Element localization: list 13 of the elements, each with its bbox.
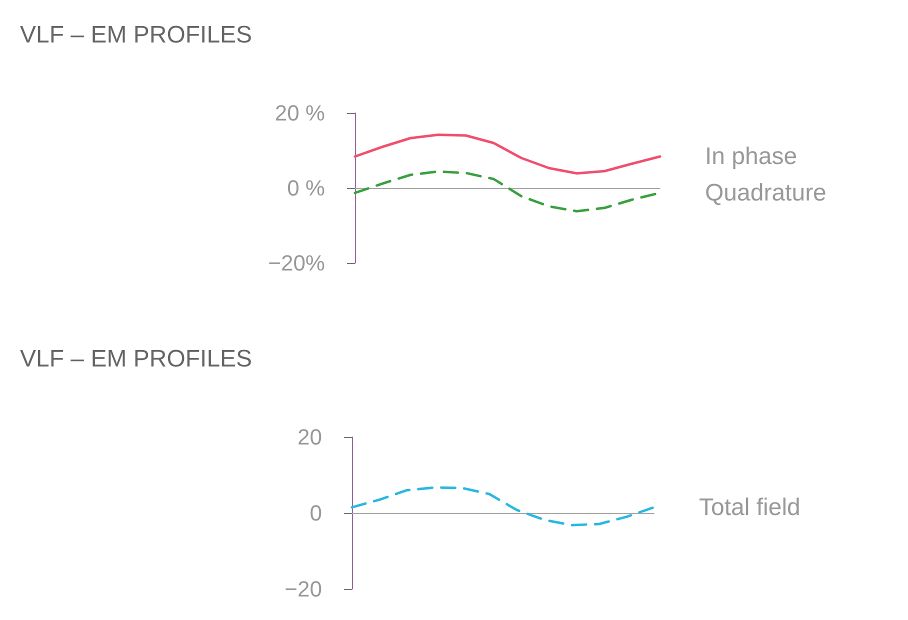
y-tick-label: 20 (298, 424, 322, 450)
line-series (354, 134, 662, 175)
series-label: Total field (699, 494, 800, 521)
y-tick-label: 20 % (274, 100, 325, 126)
y-tick-label: −20 (284, 576, 322, 602)
line-series (350, 486, 656, 526)
y-tick-label: −20% (268, 250, 325, 276)
y-tick-label: 0 (310, 500, 322, 526)
series-label: Quadrature (705, 179, 826, 206)
y-tick-label: 0 % (287, 176, 325, 200)
text: VLF – EM PROFILES (20, 346, 252, 372)
series-label: In phase (705, 143, 798, 170)
text: VLF – EM PROFILES (20, 22, 252, 48)
